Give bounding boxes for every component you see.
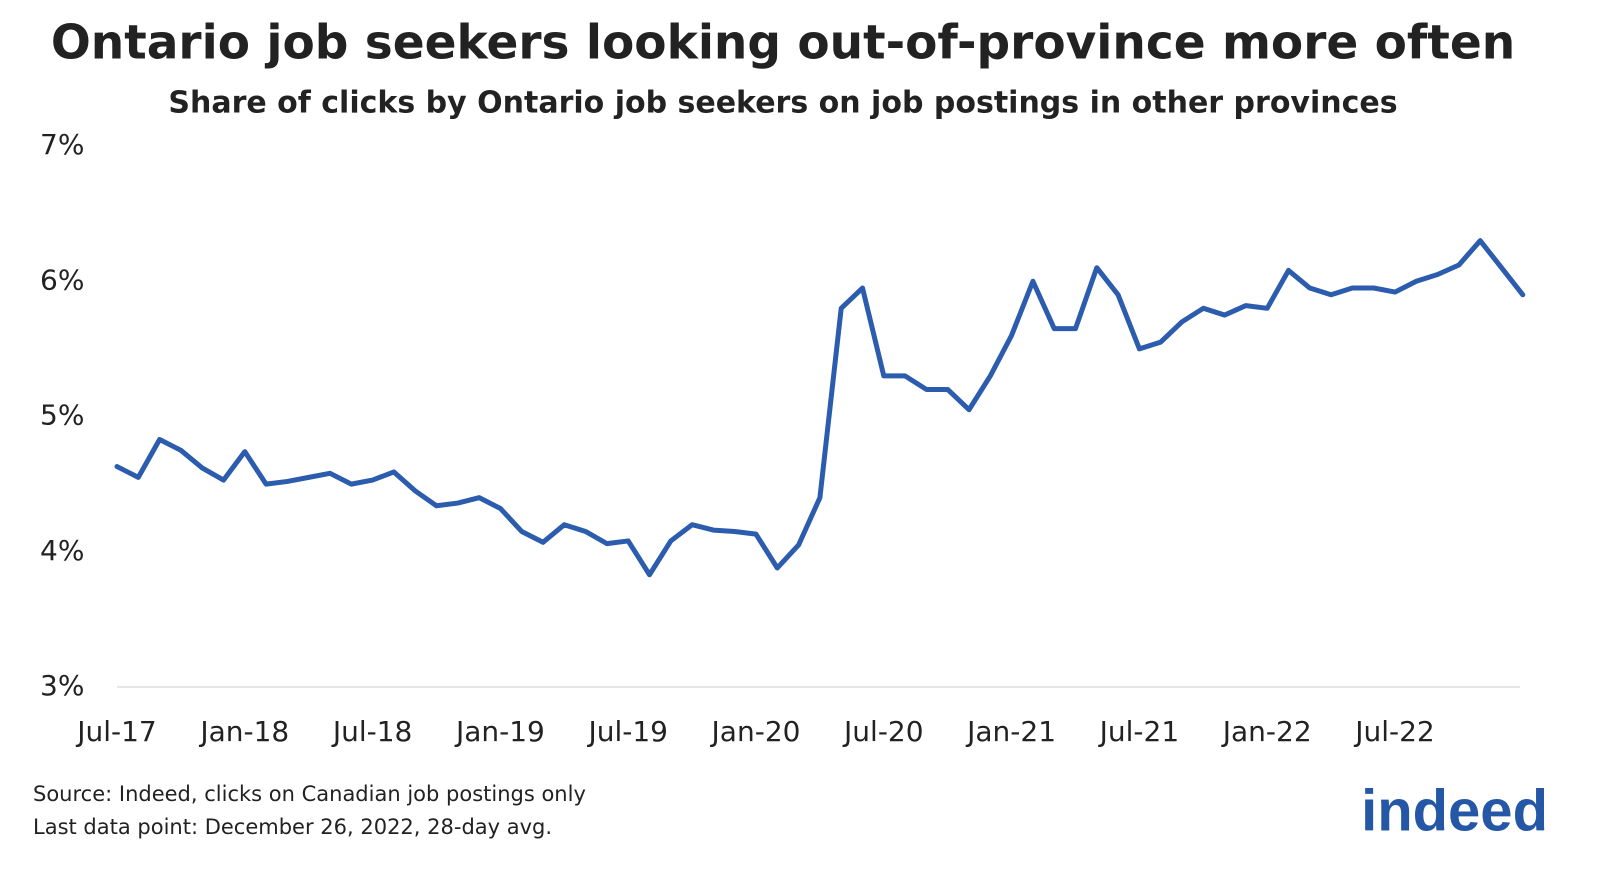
x-tick-label: Jan-22: [1221, 715, 1312, 748]
x-tick-label: Jul-18: [331, 715, 413, 748]
x-tick-label: Jul-17: [75, 715, 157, 748]
logo: indeed: [1361, 778, 1548, 843]
y-tick-label: 4%: [40, 534, 84, 567]
source-note: Source: Indeed, clicks on Canadian job p…: [33, 782, 586, 806]
chart-subtitle: Share of clicks by Ontario job seekers o…: [168, 86, 1397, 121]
y-tick-label: 5%: [40, 399, 84, 432]
x-tick-label: Jul-21: [1098, 715, 1180, 748]
x-tick-label: Jan-18: [198, 715, 289, 748]
y-tick-label: 3%: [40, 669, 84, 702]
x-tick-label: Jan-21: [965, 715, 1056, 748]
chart-title: Ontario job seekers looking out-of-provi…: [51, 16, 1515, 71]
data-note: Last data point: December 26, 2022, 28-d…: [33, 815, 552, 839]
x-tick-label: Jan-20: [710, 715, 801, 748]
line: [114, 238, 1526, 578]
y-tick-label: 7%: [40, 128, 84, 161]
x-tick-label: Jul-20: [842, 715, 924, 748]
x-tick-label: Jan-19: [454, 715, 545, 748]
x-tick-label: Jul-19: [586, 715, 668, 748]
y-tick-label: 6%: [40, 263, 84, 296]
x-tick-label: Jul-22: [1353, 715, 1435, 748]
